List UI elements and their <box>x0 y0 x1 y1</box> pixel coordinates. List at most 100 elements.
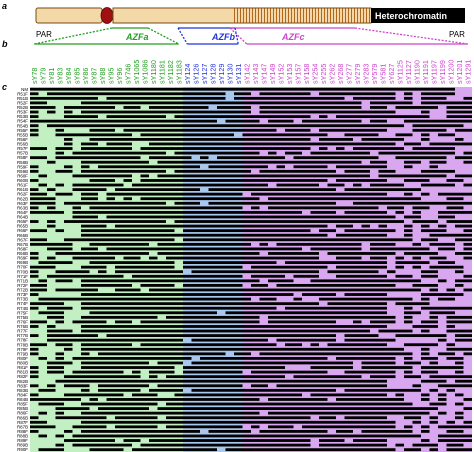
present-segment <box>251 384 268 388</box>
present-segment <box>81 302 319 306</box>
present-segment <box>115 416 158 420</box>
present-segment <box>412 384 421 388</box>
present-segment <box>319 297 413 301</box>
present-segment <box>412 443 438 447</box>
row-label: R60B <box>17 178 28 183</box>
row-label: R69F <box>17 256 28 261</box>
row-label: R54F <box>17 119 28 124</box>
present-segment <box>47 220 56 223</box>
present-segment <box>429 165 438 169</box>
row-label: R81F <box>17 365 28 370</box>
present-segment <box>81 352 90 356</box>
present-segment <box>30 206 39 210</box>
present-segment <box>140 343 277 347</box>
present-segment <box>438 338 447 342</box>
present-segment <box>30 429 39 433</box>
present-segment <box>47 384 56 388</box>
row-label: R54B <box>17 123 28 128</box>
present-segment <box>47 247 73 251</box>
present-segment <box>64 220 166 223</box>
row-label: R80B <box>17 361 28 366</box>
present-segment <box>208 201 336 205</box>
present-segment <box>30 87 455 91</box>
present-segment <box>446 115 472 119</box>
present-segment <box>30 133 39 137</box>
region-bands <box>30 87 472 452</box>
present-segment <box>30 124 39 128</box>
present-segment <box>64 393 124 397</box>
row-label: R65B <box>17 224 28 229</box>
present-segment <box>72 151 166 155</box>
present-segment <box>455 252 472 255</box>
marker-label: sY268 <box>336 64 345 84</box>
present-segment <box>446 110 472 114</box>
row-label: R59B <box>17 169 28 174</box>
present-segment <box>72 443 132 447</box>
present-segment <box>421 379 447 383</box>
present-segment <box>404 361 421 365</box>
present-segment <box>55 192 73 196</box>
marker-label: sY83 <box>55 68 64 84</box>
present-segment <box>395 393 404 397</box>
present-segment <box>438 352 455 356</box>
present-segment <box>55 147 73 150</box>
present-segment <box>225 311 387 315</box>
present-segment <box>123 439 141 442</box>
marker-label: sY142 <box>242 64 251 84</box>
present-segment <box>378 224 387 228</box>
marker-label: sY78 <box>30 68 39 84</box>
present-segment <box>319 229 336 233</box>
present-segment <box>421 137 430 141</box>
present-segment <box>404 142 421 146</box>
present-segment <box>55 352 64 356</box>
present-segment <box>395 106 438 109</box>
marker-label: sY1190 <box>412 60 421 84</box>
row-label: R72F <box>17 283 28 288</box>
present-segment <box>455 279 472 283</box>
present-segment <box>55 156 141 160</box>
present-segment <box>81 160 149 164</box>
present-segment <box>30 302 64 306</box>
present-segment <box>55 270 90 274</box>
present-segment <box>157 242 251 246</box>
present-segment <box>30 320 47 324</box>
present-segment <box>225 448 396 452</box>
marker-label: sY85 <box>72 68 81 84</box>
present-segment <box>438 192 472 196</box>
present-segment <box>38 183 47 187</box>
present-segment <box>319 439 345 442</box>
present-segment <box>361 137 404 141</box>
present-segment <box>123 256 141 260</box>
present-segment <box>404 192 413 196</box>
present-segment <box>191 270 319 274</box>
present-segment <box>421 370 438 374</box>
present-segment <box>251 283 268 287</box>
present-segment <box>412 128 447 132</box>
present-segment <box>55 416 107 420</box>
present-segment <box>421 297 430 301</box>
present-segment <box>421 398 430 401</box>
present-segment <box>387 270 396 274</box>
present-segment <box>30 188 39 192</box>
present-segment <box>421 352 430 356</box>
present-segment <box>344 210 387 214</box>
present-segment <box>81 265 107 269</box>
marker-label: sY152 <box>276 64 285 84</box>
present-segment <box>404 448 421 452</box>
present-segment <box>251 370 328 374</box>
row-label: R58B <box>17 160 28 165</box>
present-segment <box>55 343 73 347</box>
present-segment <box>81 347 404 351</box>
present-segment <box>319 92 396 96</box>
row-label: R88B <box>17 434 28 439</box>
present-segment <box>455 174 472 178</box>
present-segment <box>438 439 472 442</box>
heterochromatin-label: Heterochromatin <box>375 11 447 21</box>
present-segment <box>319 128 387 132</box>
present-segment <box>404 343 438 347</box>
present-segment <box>404 229 413 233</box>
marker-label: sY128 <box>208 64 217 84</box>
present-segment <box>115 265 175 269</box>
present-segment <box>47 361 73 365</box>
row-label: R83B <box>17 388 28 393</box>
